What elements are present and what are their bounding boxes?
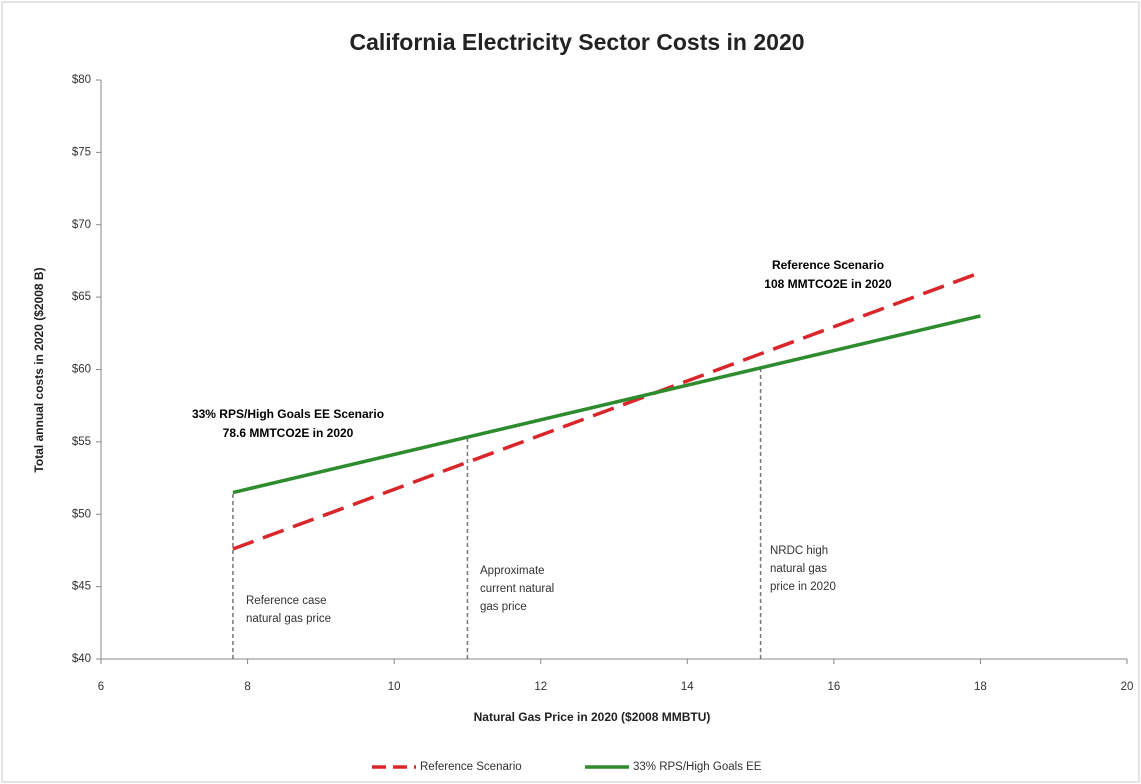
x-tick-label: 12: [534, 681, 547, 693]
y-tick-label: $40: [72, 653, 91, 665]
x-tick-label: 10: [388, 681, 401, 693]
x-tick-label: 14: [681, 681, 694, 693]
y-tick-label: $45: [72, 581, 91, 593]
x-tick-label: 20: [1121, 681, 1134, 693]
y-tick-label: $65: [72, 291, 91, 303]
annotation: Reference Scenario: [772, 258, 884, 272]
chart-title: California Electricity Sector Costs in 2…: [349, 29, 804, 55]
marker-label: NRDC high: [770, 545, 828, 557]
legend-label: 33% RPS/High Goals EE: [633, 761, 762, 773]
marker-label: gas price: [480, 601, 527, 613]
x-tick-label: 8: [244, 681, 250, 693]
y-tick-label: $75: [72, 146, 91, 158]
x-tick-label: 18: [974, 681, 987, 693]
marker-label: natural gas price: [246, 613, 331, 625]
marker-label: natural gas: [770, 563, 827, 575]
y-tick-label: $80: [72, 74, 91, 86]
marker-label: price in 2020: [770, 581, 836, 593]
x-tick-label: 6: [98, 681, 104, 693]
marker-label: Approximate: [480, 565, 545, 577]
y-tick-label: $50: [72, 508, 91, 520]
x-tick-label: 16: [827, 681, 840, 693]
series-line: [232, 270, 982, 551]
y-tick-label: $60: [72, 364, 91, 376]
y-axis-title: Total annual costs in 2020 ($2008 B): [32, 267, 46, 472]
annotation: 108 MMTCO2E in 2020: [764, 277, 892, 291]
marker-label: Reference case: [246, 595, 327, 607]
annotation: 78.6 MMTCO2E in 2020: [223, 426, 354, 440]
y-tick-label: $70: [72, 219, 91, 231]
annotation: 33% RPS/High Goals EE Scenario: [192, 407, 384, 421]
x-axis-title: Natural Gas Price in 2020 ($2008 MMBTU): [474, 710, 711, 724]
legend-label: Reference Scenario: [420, 761, 522, 773]
y-tick-label: $55: [72, 436, 91, 448]
series-line: [232, 314, 981, 495]
marker-label: current natural: [480, 583, 554, 595]
